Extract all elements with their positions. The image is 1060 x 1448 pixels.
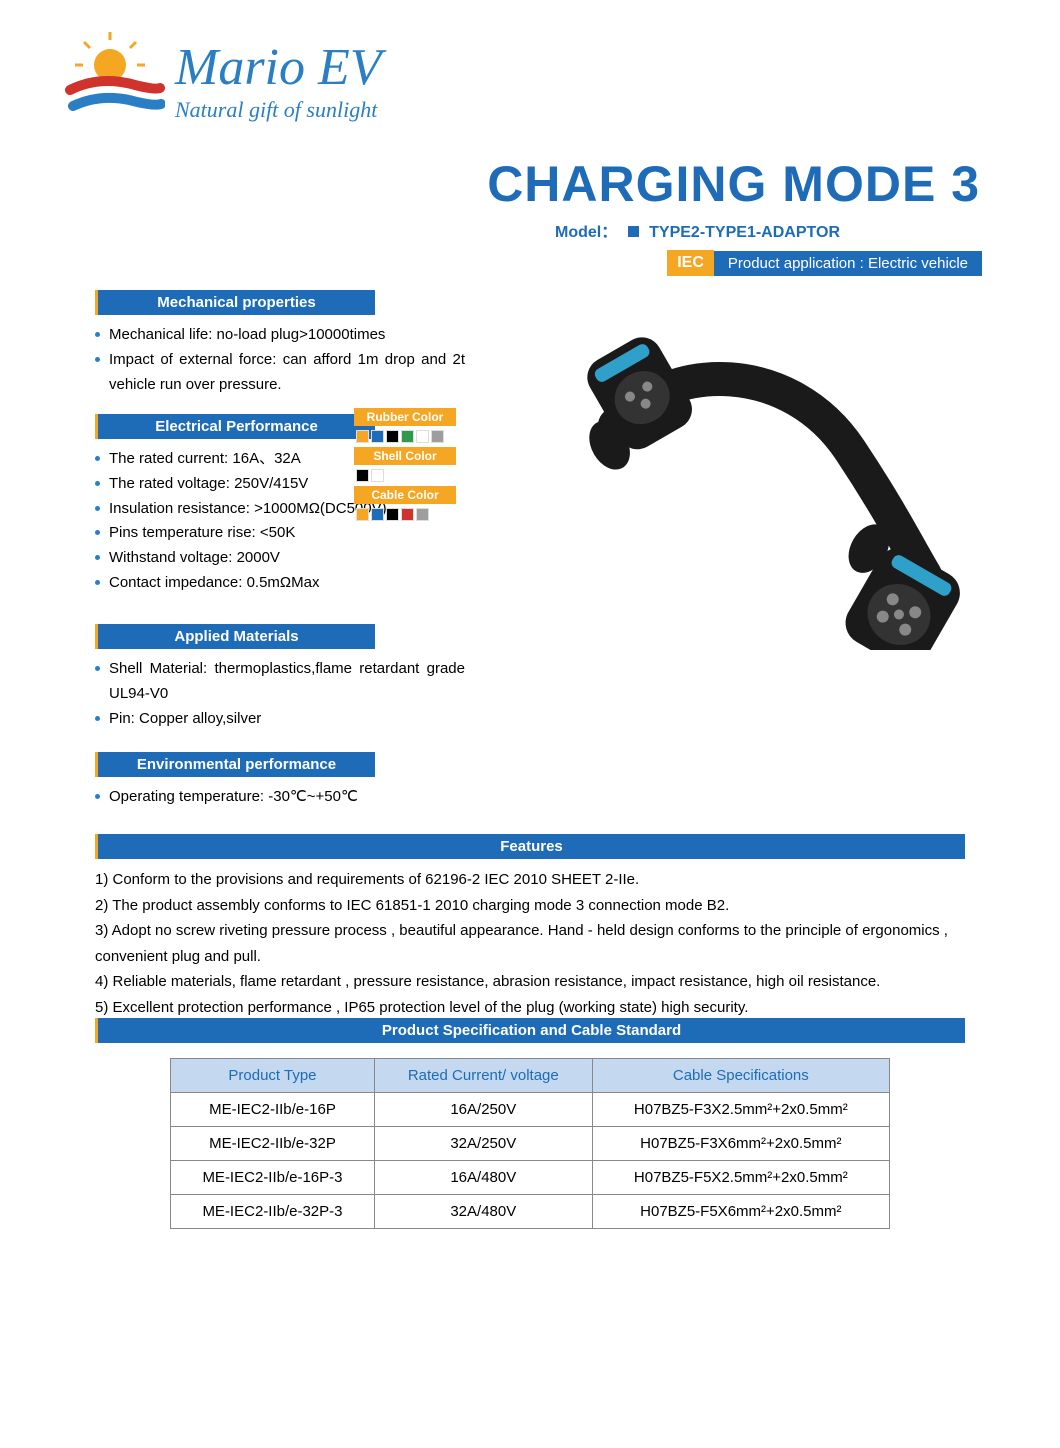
shell-swatches [354, 465, 456, 486]
color-panel: Rubber Color Shell Color Cable Color [354, 408, 456, 525]
spec-table: Product TypeRated Current/ voltageCable … [170, 1058, 890, 1229]
spec-table-head: Product TypeRated Current/ voltageCable … [171, 1059, 890, 1093]
mechanical-header: Mechanical properties [95, 290, 375, 315]
color-swatch [386, 508, 399, 521]
list-item: Shell Material: thermoplastics,flame ret… [95, 657, 465, 707]
color-swatch [356, 469, 369, 482]
rubber-swatches [354, 426, 456, 447]
application-text: Product application : Electric vehicle [714, 251, 982, 276]
materials-list: Shell Material: thermoplastics,flame ret… [95, 657, 465, 731]
features-list: 1) Conform to the provisions and require… [95, 867, 965, 1020]
list-item: Impact of external force: can afford 1m … [95, 348, 465, 398]
table-cell: H07BZ5-F3X2.5mm²+2x0.5mm² [592, 1093, 889, 1127]
color-swatch [356, 430, 369, 443]
materials-header: Applied Materials [95, 624, 375, 649]
table-cell: ME-IEC2-IIb/e-32P-3 [171, 1195, 375, 1229]
model-line: Model： TYPE2-TYPE1-ADAPTOR [555, 218, 840, 242]
table-cell: 32A/480V [374, 1195, 592, 1229]
feature-item: 2) The product assembly conforms to IEC … [95, 893, 965, 919]
color-swatch [356, 508, 369, 521]
spec-header: Product Specification and Cable Standard [95, 1018, 965, 1043]
electrical-header: Electrical Performance [95, 414, 375, 439]
materials-section: Applied Materials Shell Material: thermo… [95, 624, 465, 731]
color-swatch [401, 508, 414, 521]
page-title: CHARGING MODE 3 [487, 155, 980, 213]
table-header-cell: Rated Current/ voltage [374, 1059, 592, 1093]
environment-list: Operating temperature: -30℃~+50℃ [95, 785, 465, 810]
logo-text: Mario EV Natural gift of sunlight [175, 38, 382, 123]
table-cell: 32A/250V [374, 1127, 592, 1161]
table-row: ME-IEC2-IIb/e-32P32A/250VH07BZ5-F3X6mm²+… [171, 1127, 890, 1161]
list-item: Operating temperature: -30℃~+50℃ [95, 785, 465, 810]
spec-section: Product Specification and Cable Standard… [95, 1018, 965, 1229]
iec-badge: IEC [667, 250, 714, 276]
cable-color-label: Cable Color [354, 486, 456, 504]
table-row: ME-IEC2-IIb/e-32P-332A/480VH07BZ5-F5X6mm… [171, 1195, 890, 1229]
mechanical-section: Mechanical properties Mechanical life: n… [95, 290, 465, 397]
rubber-color-label: Rubber Color [354, 408, 456, 426]
brand-name: Mario EV [175, 38, 382, 97]
mechanical-list: Mechanical life: no-load plug>10000times… [95, 323, 465, 397]
model-label: Model： [555, 224, 617, 241]
spec-table-body: ME-IEC2-IIb/e-16P16A/250VH07BZ5-F3X2.5mm… [171, 1093, 890, 1229]
environment-header: Environmental performance [95, 752, 375, 777]
table-header-cell: Product Type [171, 1059, 375, 1093]
list-item: Withstand voltage: 2000V [95, 546, 465, 571]
color-swatch [386, 430, 399, 443]
features-section: Features 1) Conform to the provisions an… [95, 834, 965, 1020]
application-bar: IEC Product application : Electric vehic… [667, 250, 982, 276]
environment-section: Environmental performance Operating temp… [95, 752, 465, 810]
table-header-cell: Cable Specifications [592, 1059, 889, 1093]
features-header: Features [95, 834, 965, 859]
color-swatch [416, 430, 429, 443]
feature-item: 3) Adopt no screw riveting pressure proc… [95, 918, 965, 969]
color-swatch [431, 430, 444, 443]
color-swatch [401, 430, 414, 443]
bullet-square-icon [628, 226, 639, 237]
color-swatch [371, 430, 384, 443]
model-value: TYPE2-TYPE1-ADAPTOR [649, 224, 840, 241]
table-cell: 16A/480V [374, 1161, 592, 1195]
logo-icon [65, 30, 165, 130]
table-row: ME-IEC2-IIb/e-16P16A/250VH07BZ5-F3X2.5mm… [171, 1093, 890, 1127]
table-cell: H07BZ5-F3X6mm²+2x0.5mm² [592, 1127, 889, 1161]
color-swatch [371, 508, 384, 521]
feature-item: 4) Reliable materials, flame retardant ,… [95, 969, 965, 995]
brand-tagline: Natural gift of sunlight [175, 97, 382, 123]
table-cell: H07BZ5-F5X2.5mm²+2x0.5mm² [592, 1161, 889, 1195]
table-cell: H07BZ5-F5X6mm²+2x0.5mm² [592, 1195, 889, 1229]
color-swatch [371, 469, 384, 482]
product-image [530, 310, 990, 650]
color-swatch [416, 508, 429, 521]
cable-swatches [354, 504, 456, 525]
feature-item: 1) Conform to the provisions and require… [95, 867, 965, 893]
table-cell: ME-IEC2-IIb/e-32P [171, 1127, 375, 1161]
logo: Mario EV Natural gift of sunlight [65, 30, 382, 130]
list-item: Mechanical life: no-load plug>10000times [95, 323, 465, 348]
shell-color-label: Shell Color [354, 447, 456, 465]
table-cell: ME-IEC2-IIb/e-16P [171, 1093, 375, 1127]
table-cell: ME-IEC2-IIb/e-16P-3 [171, 1161, 375, 1195]
list-item: Pin: Copper alloy,silver [95, 707, 465, 732]
feature-item: 5) Excellent protection performance , IP… [95, 995, 965, 1021]
table-row: ME-IEC2-IIb/e-16P-316A/480VH07BZ5-F5X2.5… [171, 1161, 890, 1195]
table-cell: 16A/250V [374, 1093, 592, 1127]
list-item: Contact impedance: 0.5mΩMax [95, 571, 465, 596]
